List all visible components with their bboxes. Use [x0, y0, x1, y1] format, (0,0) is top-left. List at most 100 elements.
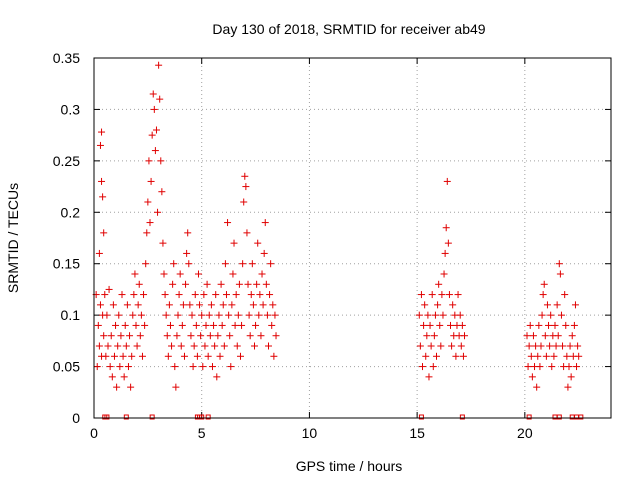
- baseline-mark: [459, 414, 465, 420]
- data-point: [245, 311, 253, 319]
- data-point: [434, 301, 442, 309]
- data-point: [449, 301, 457, 309]
- data-point: [190, 342, 198, 350]
- data-point: [96, 301, 104, 309]
- y-tick-label: 0.25: [53, 153, 80, 169]
- data-point: [571, 301, 579, 309]
- baseline-marks: [102, 414, 584, 420]
- x-tick-label: 20: [517, 425, 533, 441]
- data-point: [457, 342, 465, 350]
- data-point: [170, 260, 178, 268]
- data-point: [215, 311, 223, 319]
- data-point: [548, 363, 556, 371]
- data-point: [117, 332, 125, 340]
- plot-frame: [93, 57, 612, 419]
- data-point: [178, 321, 186, 329]
- data-point: [180, 352, 188, 360]
- data-point: [263, 311, 271, 319]
- data-point: [458, 321, 466, 329]
- data-point: [442, 224, 450, 232]
- data-point: [152, 126, 160, 134]
- data-point: [172, 383, 180, 391]
- data-point: [540, 280, 548, 288]
- data-point: [221, 260, 229, 268]
- data-point: [244, 280, 252, 288]
- data-point: [112, 321, 120, 329]
- data-point: [121, 321, 129, 329]
- data-point: [539, 291, 547, 299]
- data-point: [218, 321, 226, 329]
- data-points: [92, 61, 583, 391]
- data-point: [191, 291, 199, 299]
- y-tick-label: 0.35: [53, 50, 80, 66]
- data-point: [145, 157, 153, 165]
- grid-lines: [94, 58, 611, 418]
- data-point: [524, 363, 532, 371]
- data-point: [197, 332, 205, 340]
- data-point: [169, 280, 177, 288]
- data-point: [182, 280, 190, 288]
- data-point: [143, 229, 151, 237]
- baseline-mark: [149, 414, 155, 420]
- data-point: [118, 291, 126, 299]
- data-point: [102, 352, 110, 360]
- data-point: [184, 229, 192, 237]
- data-point: [435, 280, 443, 288]
- data-point: [565, 363, 573, 371]
- data-point: [200, 291, 208, 299]
- data-point: [147, 177, 155, 185]
- data-point: [107, 332, 115, 340]
- data-point: [133, 342, 141, 350]
- data-point: [420, 321, 428, 329]
- data-point: [106, 363, 114, 371]
- data-point: [417, 291, 425, 299]
- data-point: [196, 301, 204, 309]
- data-point: [122, 342, 130, 350]
- data-point: [192, 321, 200, 329]
- data-point: [444, 239, 452, 247]
- data-point: [533, 383, 541, 391]
- data-point: [429, 363, 437, 371]
- data-point: [163, 332, 171, 340]
- data-point: [138, 352, 146, 360]
- data-point: [194, 270, 202, 278]
- data-point: [258, 270, 266, 278]
- data-point: [421, 301, 429, 309]
- data-point: [229, 270, 237, 278]
- data-point: [149, 90, 157, 98]
- data-point: [187, 332, 195, 340]
- data-point: [243, 229, 251, 237]
- data-point: [538, 311, 546, 319]
- data-point: [137, 311, 145, 319]
- data-point: [162, 311, 170, 319]
- data-point: [166, 321, 174, 329]
- data-point: [171, 363, 179, 371]
- data-point: [93, 363, 101, 371]
- data-point: [238, 321, 246, 329]
- data-point: [422, 352, 430, 360]
- data-point: [255, 311, 263, 319]
- data-point: [461, 332, 469, 340]
- data-point: [259, 301, 267, 309]
- data-point: [428, 291, 436, 299]
- data-point: [217, 280, 225, 288]
- data-point: [110, 352, 118, 360]
- data-point: [130, 291, 138, 299]
- data-point: [247, 291, 255, 299]
- data-point: [547, 311, 555, 319]
- data-point: [262, 280, 270, 288]
- data-point: [459, 352, 467, 360]
- data-point: [232, 291, 240, 299]
- data-point: [207, 301, 215, 309]
- data-point: [253, 280, 261, 288]
- data-point: [423, 332, 431, 340]
- data-point: [173, 332, 181, 340]
- data-point: [233, 342, 241, 350]
- y-tick-label: 0.3: [61, 101, 81, 117]
- data-point: [269, 301, 277, 309]
- data-point: [568, 332, 576, 340]
- data-point: [256, 291, 264, 299]
- data-point: [562, 321, 570, 329]
- data-point: [456, 311, 464, 319]
- data-point: [98, 128, 106, 136]
